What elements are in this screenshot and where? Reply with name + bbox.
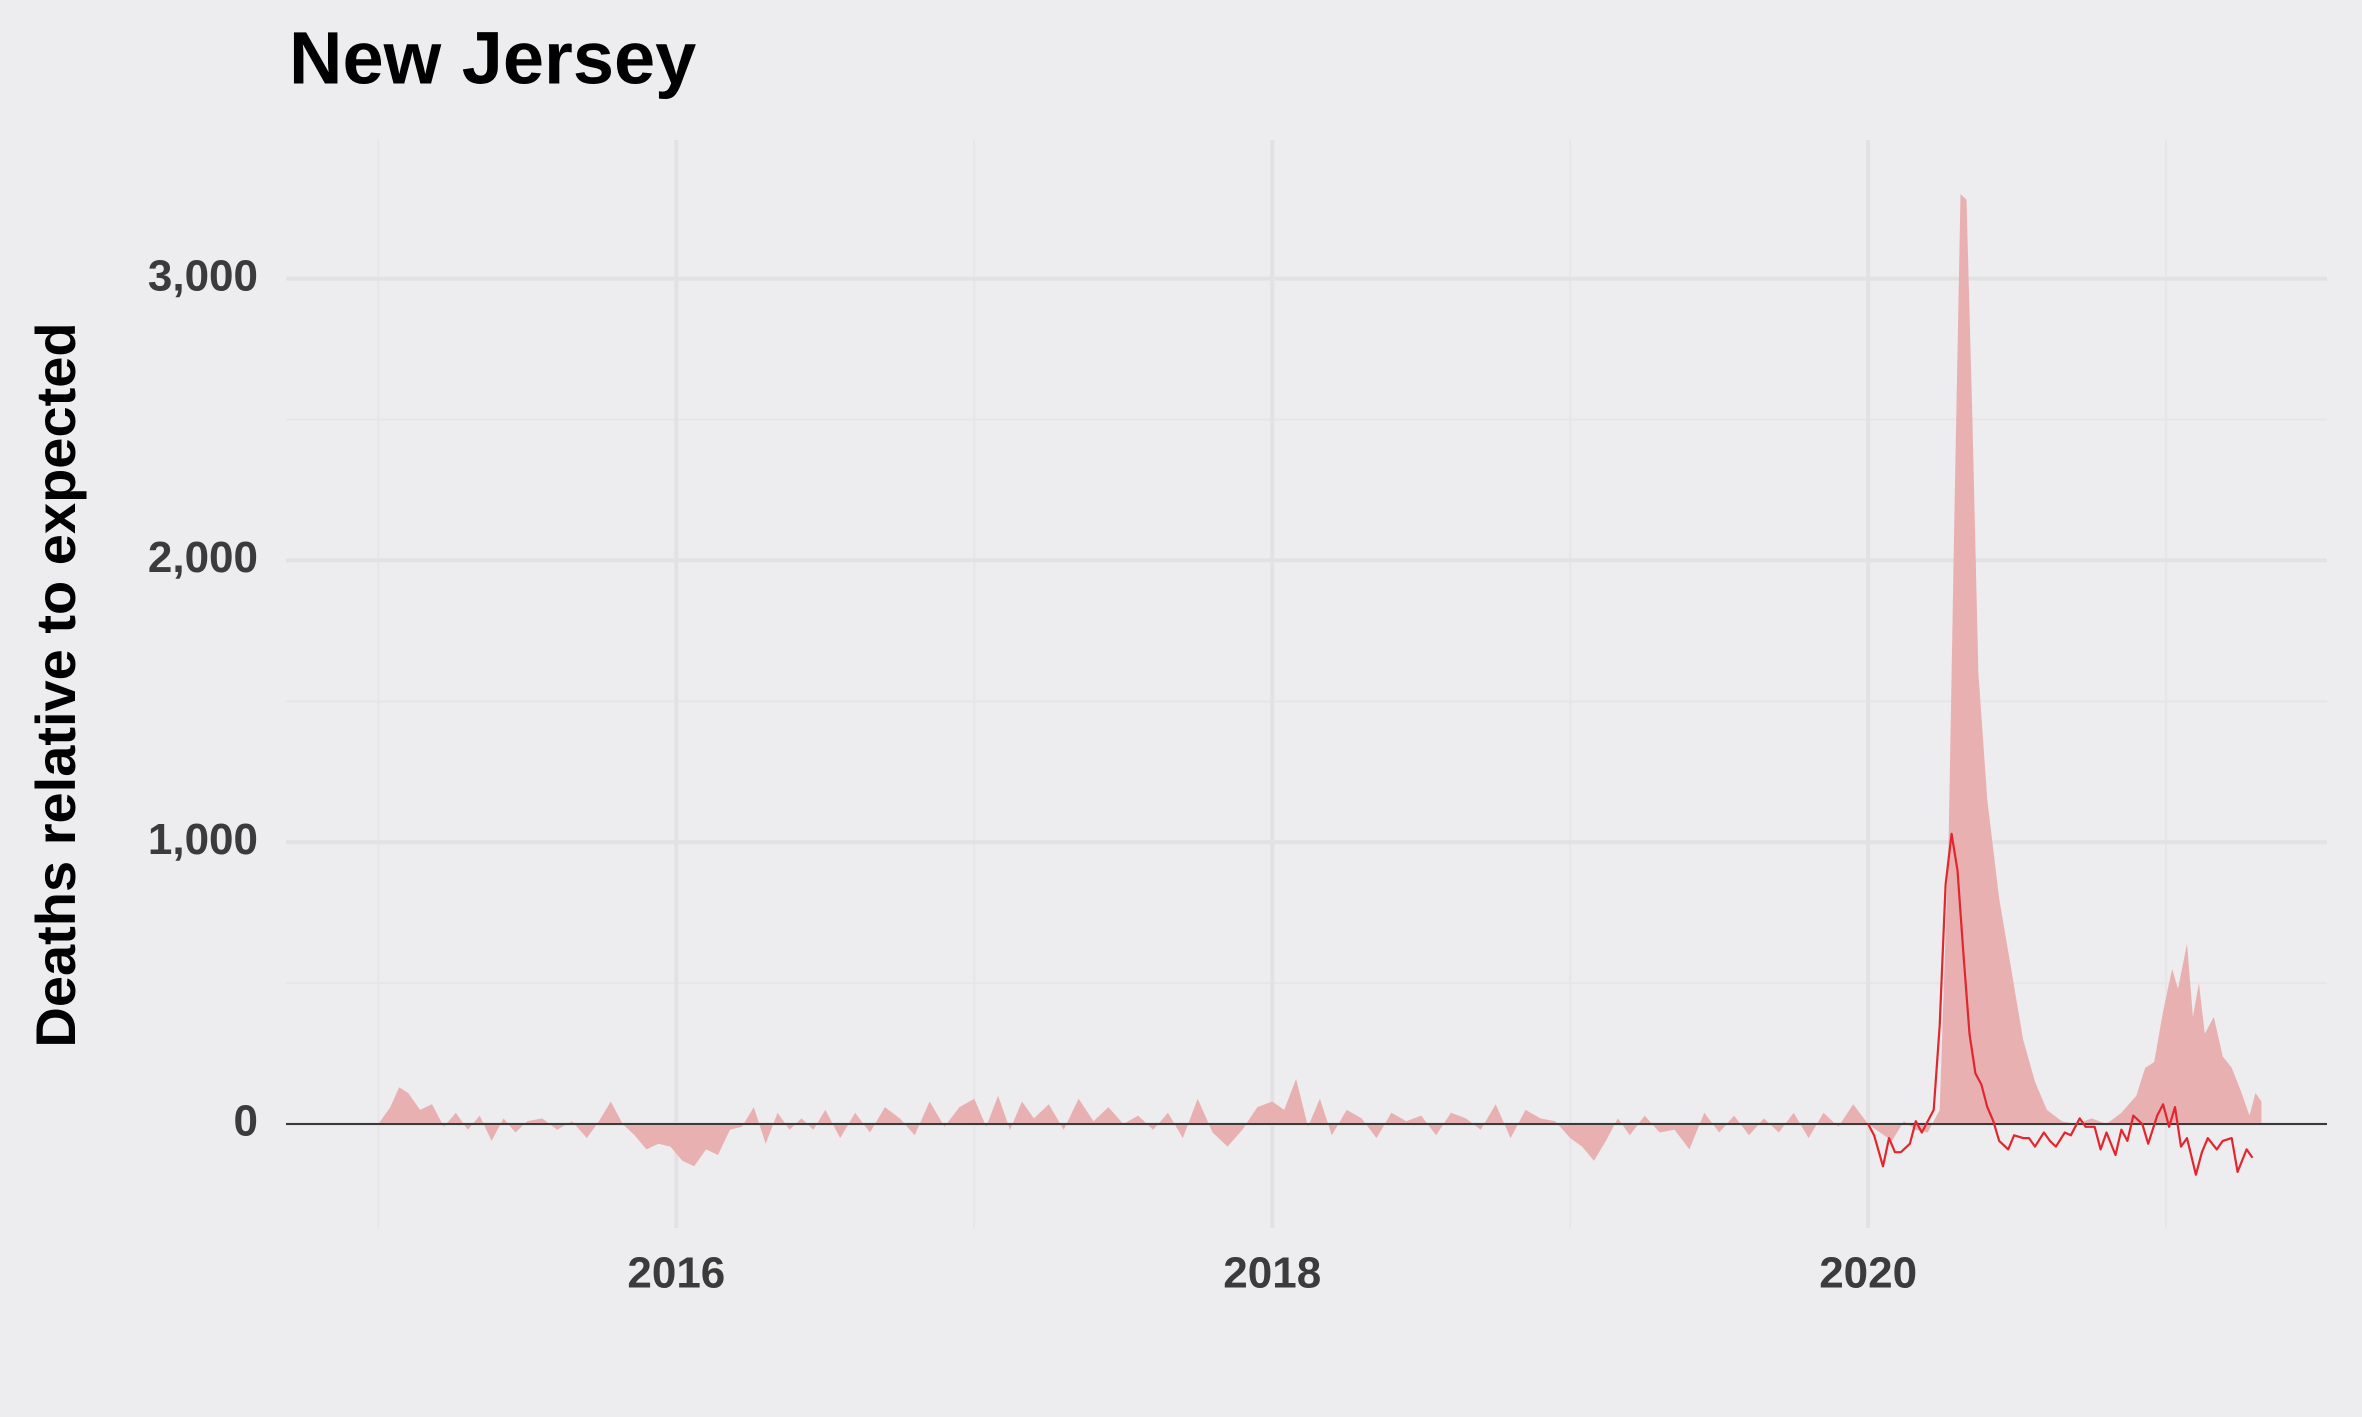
y-tick-label: 3,000 (148, 251, 258, 300)
y-axis-label: Deaths relative to expected (24, 322, 87, 1047)
y-tick-label: 0 (234, 1097, 258, 1146)
x-tick-label: 2020 (1819, 1249, 1917, 1298)
chart-title: New Jersey (289, 17, 696, 100)
y-tick-label: 1,000 (148, 815, 258, 864)
x-tick-label: 2018 (1223, 1249, 1321, 1298)
line (1867, 832, 2254, 1176)
x-tick-label: 2016 (627, 1249, 725, 1298)
y-tick-label: 2,000 (148, 533, 258, 582)
